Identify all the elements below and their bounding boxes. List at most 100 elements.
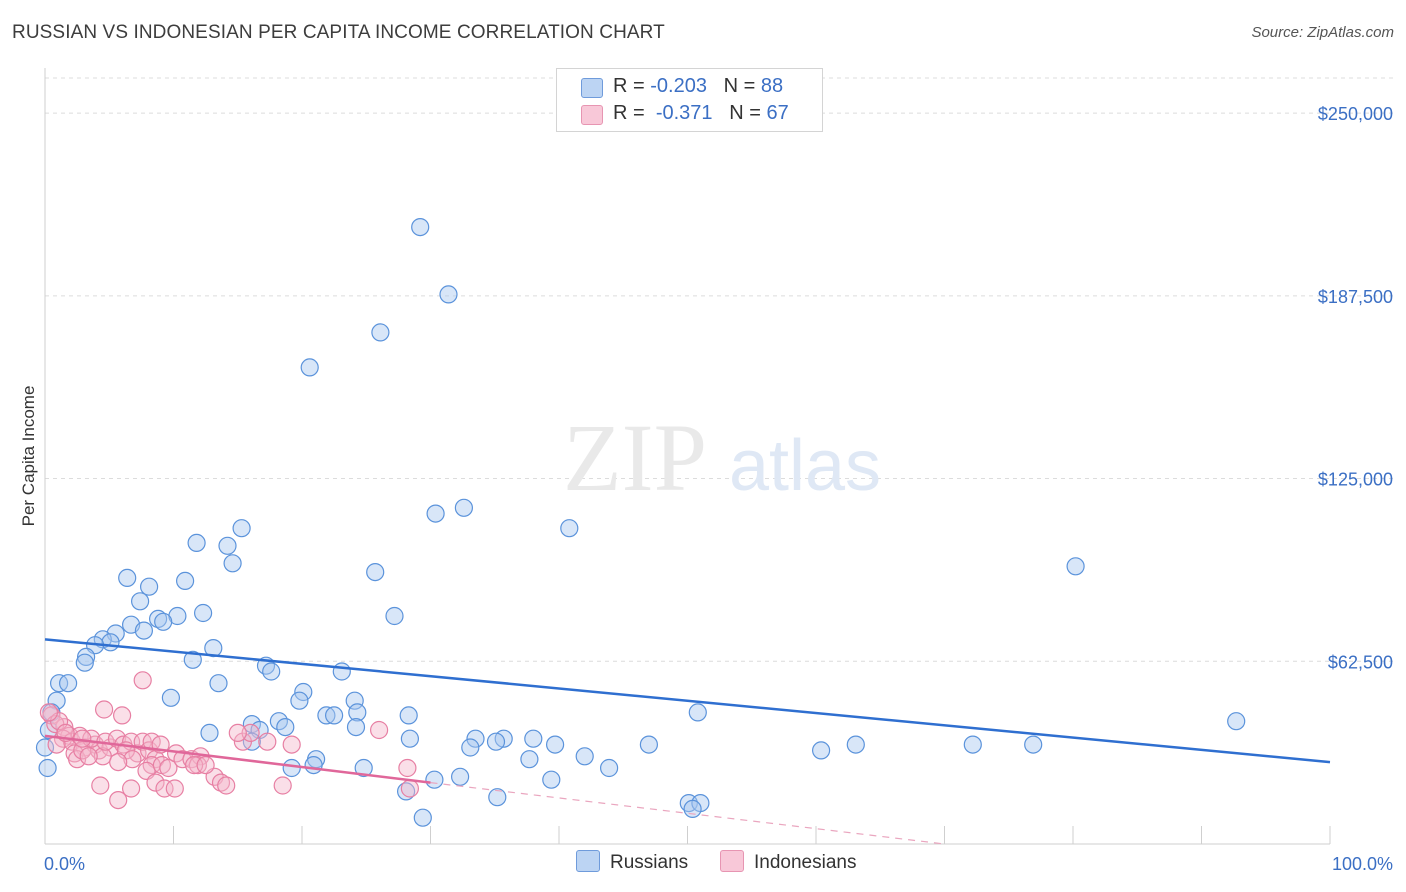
y-tick-label-125000: $125,000	[1318, 470, 1393, 490]
point-russians-6	[560, 519, 579, 538]
axes	[44, 68, 1331, 845]
y-axis-label: Per Capita Income	[19, 386, 38, 527]
gridlines	[45, 77, 1395, 662]
point-indonesians-38	[211, 773, 231, 792]
point-russians-1	[439, 285, 458, 304]
point-indonesians-31	[159, 758, 178, 778]
chart-title: RUSSIAN VS INDONESIAN PER CAPITA INCOME …	[12, 22, 665, 43]
watermark-atlas: atlas	[729, 426, 881, 506]
point-indonesians-24	[123, 750, 142, 769]
point-indonesians-65	[370, 720, 389, 740]
legend-swatch-russians	[581, 78, 603, 98]
trend-line-russians	[44, 638, 1331, 764]
point-russians-64	[846, 735, 865, 754]
point-russians-8	[187, 533, 206, 553]
point-russians-62	[35, 738, 55, 757]
legend-n-label: N =	[729, 102, 767, 124]
bottom-swatch-indonesians	[720, 850, 744, 872]
point-russians-60	[545, 735, 565, 754]
point-russians-43	[317, 706, 336, 725]
point-russians-0	[411, 218, 430, 237]
point-indonesians-61	[39, 703, 59, 722]
point-indonesians-60	[196, 755, 215, 775]
point-russians-46	[399, 706, 418, 725]
point-indonesians-53	[165, 779, 184, 798]
point-russians-39	[290, 691, 309, 710]
point-russians-5	[454, 498, 473, 517]
point-russians-72	[354, 758, 373, 778]
point-russians-22	[134, 621, 153, 640]
point-russians-50	[346, 717, 366, 737]
point-russians-16	[131, 592, 150, 611]
point-russians-49	[276, 717, 295, 737]
legend-n-value-indonesians: 67	[766, 102, 789, 124]
legend-item-russians: Russians	[576, 850, 688, 874]
chart-source: Source: ZipAtlas.com	[1251, 24, 1394, 41]
point-russians-75	[425, 770, 444, 789]
trend-lines	[44, 638, 1331, 845]
y-tick-label-250000: $250,000	[1318, 104, 1393, 124]
legend-label-indonesians: Indonesians	[754, 852, 857, 873]
trend-line-indonesians	[44, 734, 431, 784]
point-russians-84	[1066, 557, 1085, 576]
legend-n-value-russians: 88	[760, 75, 784, 97]
point-russians-54	[466, 729, 485, 748]
watermark: ZIP atlas	[563, 404, 881, 511]
x-tick-label-0: 0.0%	[44, 854, 85, 874]
point-russians-4	[426, 504, 445, 523]
point-russians-65	[963, 735, 982, 754]
point-indonesians-46	[94, 700, 114, 719]
point-indonesians-66	[228, 723, 247, 743]
point-russians-19	[149, 609, 168, 629]
point-indonesians-41	[241, 723, 260, 743]
point-russians-74	[451, 767, 470, 786]
point-russians-83	[688, 703, 707, 722]
point-russians-79	[413, 808, 432, 827]
point-indonesians-52	[155, 779, 174, 798]
point-russians-57	[400, 729, 419, 748]
point-russians-68	[520, 750, 539, 769]
point-russians-71	[282, 758, 301, 778]
point-russians-33	[332, 662, 351, 681]
legend-r-value-russians: -0.203	[650, 75, 707, 97]
point-russians-13	[176, 571, 195, 591]
legend-r-label: R =	[613, 75, 651, 97]
point-russians-67	[575, 747, 594, 766]
legend-n-label: N =	[723, 75, 761, 97]
legend-r-label: R =	[613, 102, 651, 124]
legend-r-value-indonesians: -0.371	[655, 102, 713, 124]
point-russians-61	[461, 738, 480, 757]
point-russians-35	[209, 674, 228, 693]
point-indonesians-63	[398, 758, 417, 778]
y-tick-label-187500: $187,500	[1318, 287, 1393, 307]
point-russians-25	[101, 633, 120, 652]
point-indonesians-43	[273, 776, 292, 795]
point-russians-36	[58, 674, 78, 693]
point-russians-7	[232, 519, 251, 538]
point-indonesians-14	[67, 750, 87, 769]
legend-swatch-indonesians	[581, 105, 603, 125]
point-indonesians-25	[109, 752, 128, 772]
point-indonesians-54	[122, 779, 141, 798]
point-indonesians-39	[217, 776, 236, 795]
bottom-swatch-russians	[576, 850, 600, 872]
point-russians-76	[542, 770, 561, 789]
x-tick-label-100: 100.0%	[1332, 854, 1393, 874]
point-russians-82	[683, 799, 702, 819]
point-indonesians-44	[282, 735, 301, 754]
point-indonesians-51	[146, 773, 165, 792]
point-russians-87	[38, 758, 57, 778]
point-russians-11	[366, 562, 385, 582]
point-russians-32	[262, 662, 281, 681]
point-indonesians-47	[133, 671, 152, 690]
point-russians-14	[140, 577, 159, 596]
point-russians-37	[294, 682, 313, 702]
point-russians-59	[486, 732, 506, 751]
point-indonesians-36	[188, 755, 207, 775]
point-russians-73	[599, 758, 619, 778]
y-tick-label-62500: $62,500	[1328, 652, 1393, 672]
point-russians-12	[118, 568, 137, 588]
data-points	[35, 218, 1246, 827]
point-indonesians-21	[128, 744, 147, 763]
